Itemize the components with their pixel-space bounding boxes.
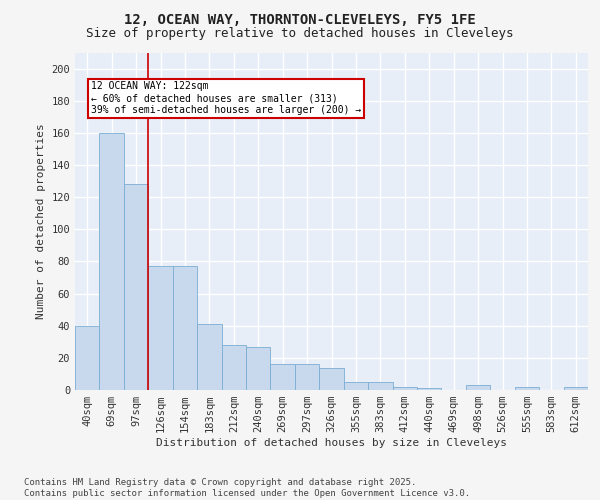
Bar [75, 326, 100, 390]
Bar [295, 364, 319, 390]
Text: 12 OCEAN WAY: 122sqm
← 60% of detached houses are smaller (313)
39% of semi-deta: 12 OCEAN WAY: 122sqm ← 60% of detached h… [91, 82, 361, 114]
Text: Size of property relative to detached houses in Cleveleys: Size of property relative to detached ho… [86, 28, 514, 40]
Bar [221, 345, 246, 390]
Bar [100, 133, 124, 390]
Bar [344, 382, 368, 390]
X-axis label: Distribution of detached houses by size in Cleveleys: Distribution of detached houses by size … [156, 438, 507, 448]
Bar [246, 346, 271, 390]
Bar [515, 387, 539, 390]
Bar [173, 266, 197, 390]
Bar [148, 266, 173, 390]
Bar [124, 184, 148, 390]
Bar [417, 388, 442, 390]
Bar [197, 324, 221, 390]
Text: Contains HM Land Registry data © Crown copyright and database right 2025.
Contai: Contains HM Land Registry data © Crown c… [24, 478, 470, 498]
Bar [271, 364, 295, 390]
Bar [466, 385, 490, 390]
Bar [368, 382, 392, 390]
Bar [319, 368, 344, 390]
Y-axis label: Number of detached properties: Number of detached properties [36, 124, 46, 319]
Bar [392, 387, 417, 390]
Text: 12, OCEAN WAY, THORNTON-CLEVELEYS, FY5 1FE: 12, OCEAN WAY, THORNTON-CLEVELEYS, FY5 1… [124, 12, 476, 26]
Bar [563, 387, 588, 390]
